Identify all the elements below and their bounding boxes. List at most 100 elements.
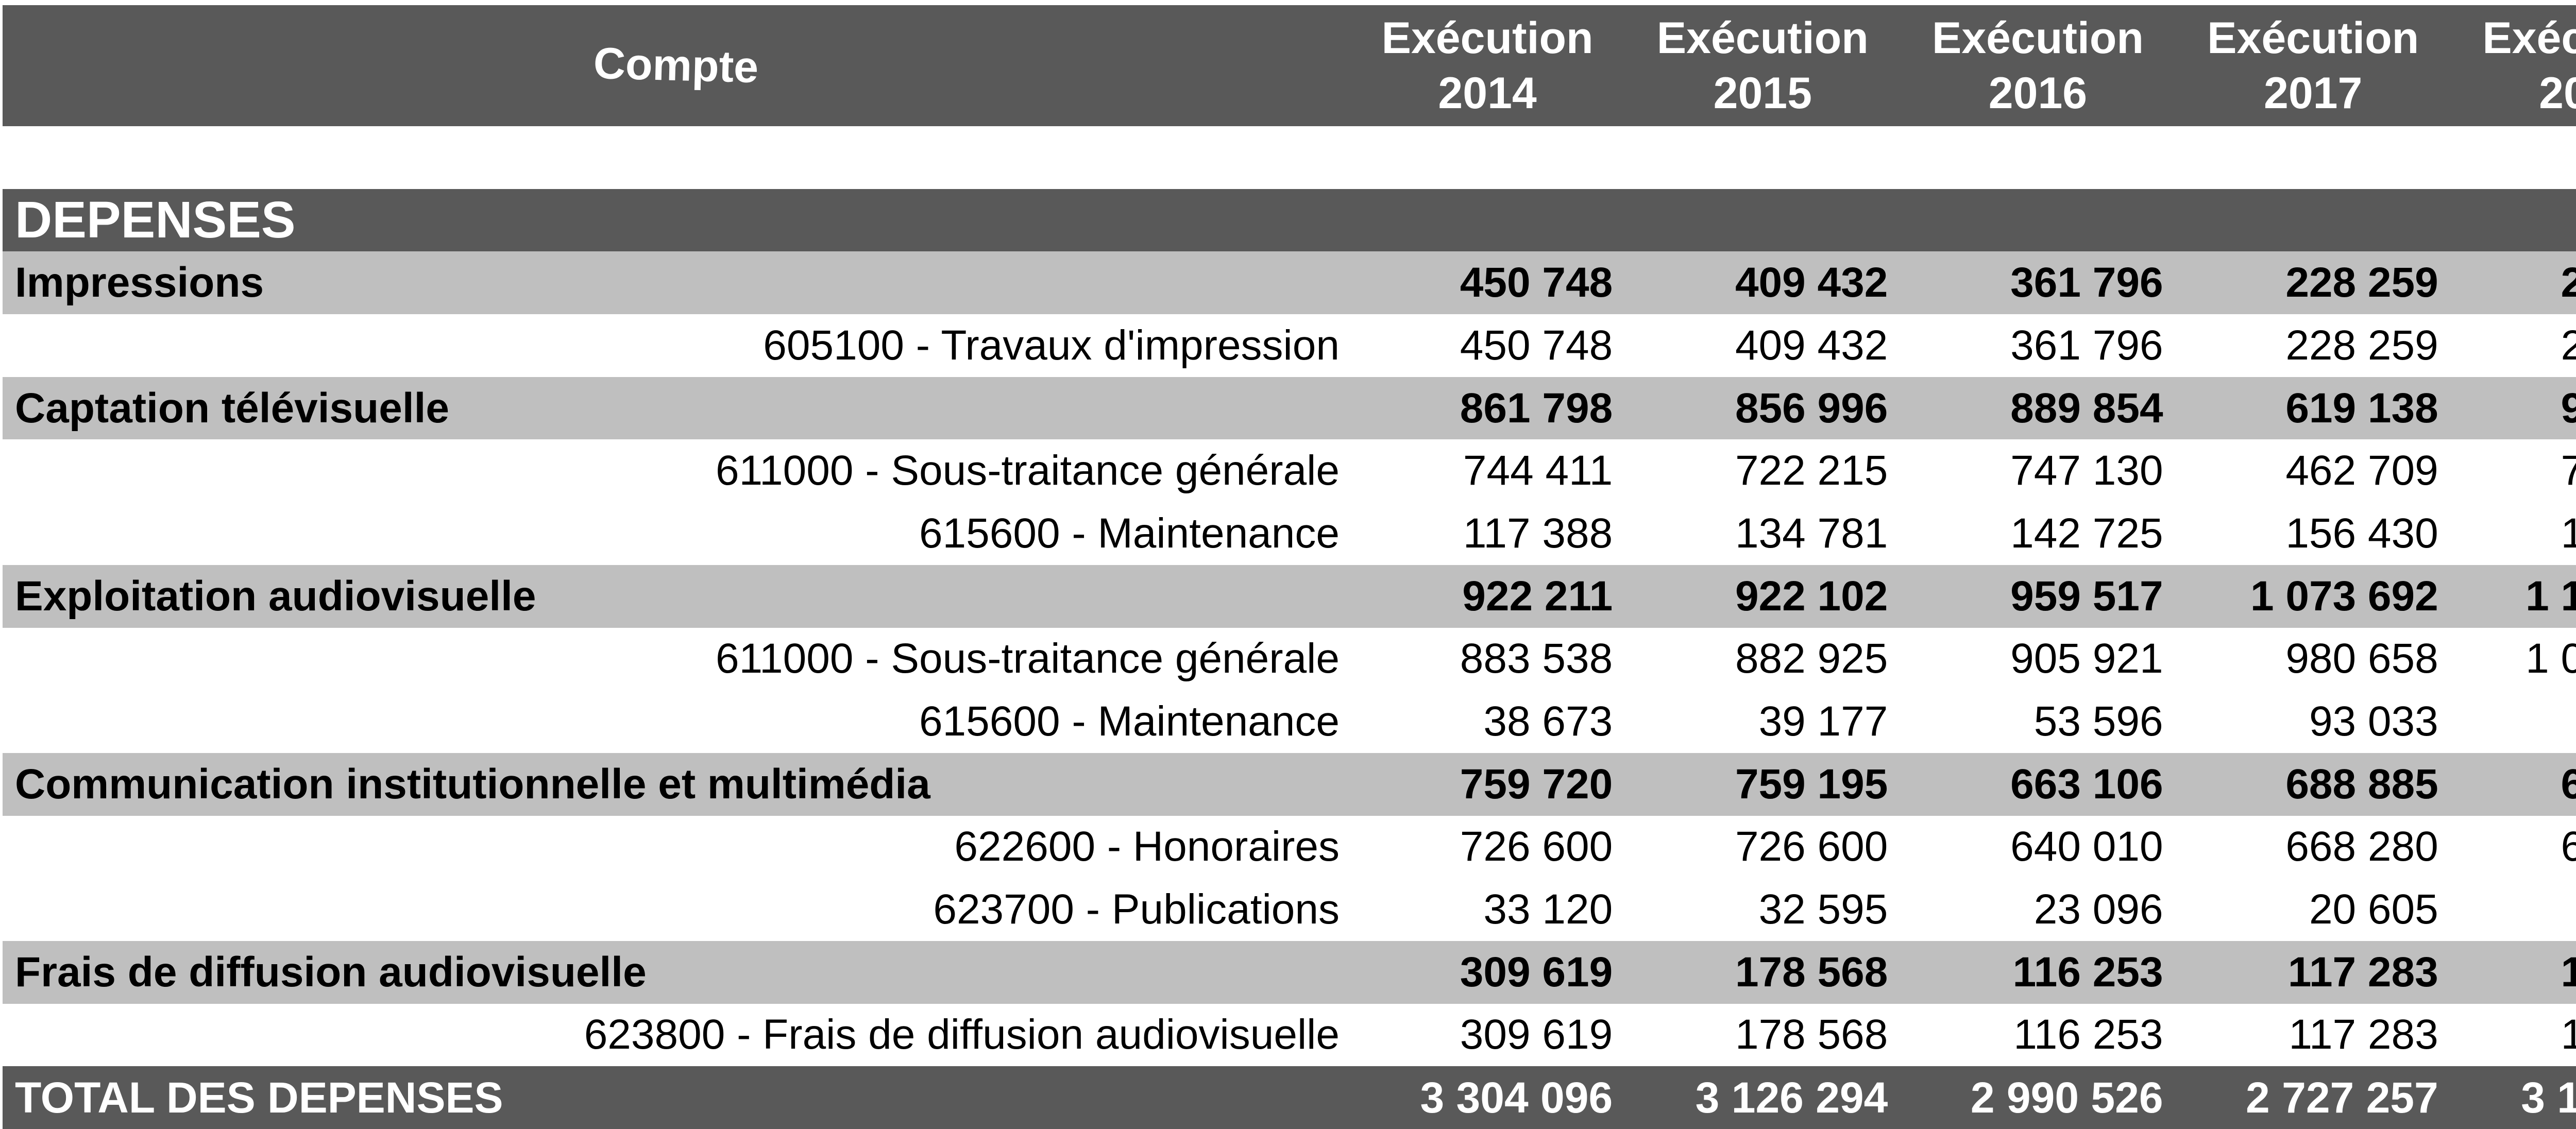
value-2016: 905 921 (2010, 635, 2163, 682)
value-2015: 178 568 (1735, 1011, 1888, 1058)
column-header-exec-label: Exécution (2207, 13, 2419, 63)
value-2017: 1 073 692 (2250, 572, 2438, 620)
value-2015: 32 595 (1758, 886, 1888, 933)
column-header-compte: Compte (3, 5, 1350, 126)
value-2018: 134 538 (2561, 948, 2576, 996)
value-2014: 309 619 (1460, 948, 1613, 996)
column-header-execution-2018: Exécution 2018 (2451, 5, 2576, 126)
group-label: Exploitation audiovisuelle (15, 572, 536, 620)
expense-table: Compte Exécution 2014 Exécution 2015 Exécuti… (3, 5, 2576, 1129)
column-header-exec-label: Exécution (1656, 13, 1869, 63)
value-2018: 59 510 (2451, 690, 2576, 753)
table-row-group: Captation télévisuelle 861 798 856 996 889 … (3, 377, 2576, 440)
compte-header-label: Compte (593, 38, 759, 93)
table-row-group: Frais de diffusion audiovisuelle 309 619 1… (3, 940, 2576, 1004)
column-header-year: 2017 (2263, 68, 2363, 118)
value-2016: 361 796 (2010, 321, 2163, 369)
value-2014: 117 388 (1463, 509, 1613, 557)
column-header-exec-label: Exécution (1381, 13, 1594, 63)
value-2018: 935 490 (2561, 384, 2576, 432)
column-header-execution-2016: Exécution 2016 (1900, 5, 2175, 126)
column-header-year: 2016 (1988, 68, 2088, 118)
value-2017: 2 727 257 (2246, 1073, 2438, 1122)
value-2017: 462 709 (2285, 447, 2438, 494)
table-row-account: 623700 - Publications 33 120 32 595 23 096 2… (3, 878, 2576, 941)
value-2016: 959 517 (2010, 572, 2163, 620)
value-2018: 1 144 160 (2526, 572, 2576, 620)
value-2015: 409 432 (1735, 321, 1888, 369)
value-2014: 33 120 (1483, 886, 1613, 933)
table-row-account: 622600 - Honoraires 726 600 726 600 640 010… (3, 815, 2576, 879)
value-2015: 759 195 (1735, 760, 1888, 808)
value-2017: 228 259 (2285, 321, 2438, 369)
table-row-account: 615600 - Maintenance 117 388 134 781 142 72… (3, 502, 2576, 565)
value-2016: 23 096 (2033, 886, 2163, 933)
account-label: 615600 - Maintenance (919, 698, 1340, 745)
table-row-account: 615600 - Maintenance 38 673 39 177 53 596 93… (3, 690, 2576, 753)
table-row-group: Communication institutionnelle et multim… (3, 752, 2576, 816)
value-2018: 648 480 (2561, 823, 2576, 870)
table-row-account: 623800 - Frais de diffusion audiovisuell… (3, 1003, 2576, 1067)
value-2015: 722 215 (1735, 447, 1888, 494)
value-2016: 663 106 (2010, 760, 2163, 808)
table-row-group: Exploitation audiovisuelle 922 211 922 102… (3, 564, 2576, 628)
value-2014: 450 748 (1460, 259, 1613, 306)
column-header-year: 2015 (1713, 68, 1812, 118)
value-2016: 142 725 (2010, 509, 2163, 557)
value-2018: 1 084 650 (2526, 635, 2576, 682)
value-2018: 232 937 (2561, 321, 2576, 369)
group-label: Frais de diffusion audiovisuelle (15, 948, 647, 996)
column-header-exec-label: Exécution (1931, 13, 2144, 63)
value-2016: 2 990 526 (1970, 1073, 2163, 1122)
value-2018: 157 571 (2561, 509, 2576, 557)
account-label: 611000 - Sous-traitance générale (715, 447, 1340, 494)
value-2018: 679 673 (2561, 760, 2576, 808)
banner-label: DEPENSES (15, 191, 296, 249)
value-2016: 747 130 (2010, 447, 2163, 494)
value-2015: 409 432 (1735, 259, 1888, 306)
column-header-exec-label: Exécution (2482, 13, 2576, 63)
column-header-execution-2017: Exécution 2017 (2176, 5, 2451, 126)
value-2018: 232 937 (2561, 259, 2576, 306)
table-row-account: 605100 - Travaux d'impression 450 748 409 … (3, 314, 2576, 377)
value-2014: 922 211 (1462, 572, 1613, 620)
column-header-execution-2014: Exécution 2014 (1350, 5, 1625, 126)
value-2015: 882 925 (1735, 635, 1888, 682)
group-label: Communication institutionnelle et multim… (15, 760, 930, 808)
value-2015: 134 781 (1735, 509, 1888, 557)
table-row-account: 611000 - Sous-traitance générale 744 411 7… (3, 439, 2576, 503)
value-2016: 361 796 (2010, 259, 2163, 306)
value-2014: 38 673 (1483, 698, 1613, 745)
total-label: TOTAL DES DEPENSES (15, 1073, 503, 1122)
account-label: 622600 - Honoraires (954, 823, 1340, 870)
value-2016: 889 854 (2010, 384, 2163, 432)
value-2016: 640 010 (2010, 823, 2163, 870)
table-rows: DEPENSES Impressions 450 748 409 432 361 796… (3, 126, 2576, 1129)
account-label: 605100 - Travaux d'impression (763, 321, 1340, 369)
value-2017: 117 283 (2287, 948, 2438, 996)
account-label: 615600 - Maintenance (919, 509, 1340, 557)
value-2018: 3 126 798 (2521, 1073, 2576, 1122)
value-2017: 93 033 (2309, 698, 2438, 745)
value-2017: 619 138 (2285, 384, 2438, 432)
value-2017: 228 259 (2285, 259, 2438, 306)
account-label: 623700 - Publications (933, 886, 1340, 933)
value-2018: 134 538 (2561, 1011, 2576, 1058)
value-2017: 668 280 (2285, 823, 2438, 870)
spacer-row (3, 126, 2576, 189)
account-label: 623800 - Frais de diffusion audiovisuell… (584, 1011, 1340, 1058)
table-row-account: 611000 - Sous-traitance générale 883 538 8… (3, 627, 2576, 691)
column-header-execution-2015: Exécution 2015 (1625, 5, 1900, 126)
value-2016: 116 253 (2013, 1011, 2163, 1058)
table-row-group: Impressions 450 748 409 432 361 796 228 259 2… (3, 251, 2576, 315)
column-header-year: 2014 (1438, 68, 1537, 118)
total-row: TOTAL DES DEPENSES 3 304 096 3 126 294 2 99… (3, 1066, 2576, 1129)
table-header: Compte Exécution 2014 Exécution 2015 Exécuti… (3, 5, 2576, 126)
group-label: Captation télévisuelle (15, 384, 450, 432)
value-2014: 883 538 (1460, 635, 1613, 682)
value-2017: 156 430 (2285, 509, 2438, 557)
column-header-year: 2018 (2539, 68, 2576, 118)
account-label: 611000 - Sous-traitance générale (715, 635, 1340, 682)
value-2017: 980 658 (2285, 635, 2438, 682)
value-2014: 3 304 096 (1420, 1073, 1613, 1122)
